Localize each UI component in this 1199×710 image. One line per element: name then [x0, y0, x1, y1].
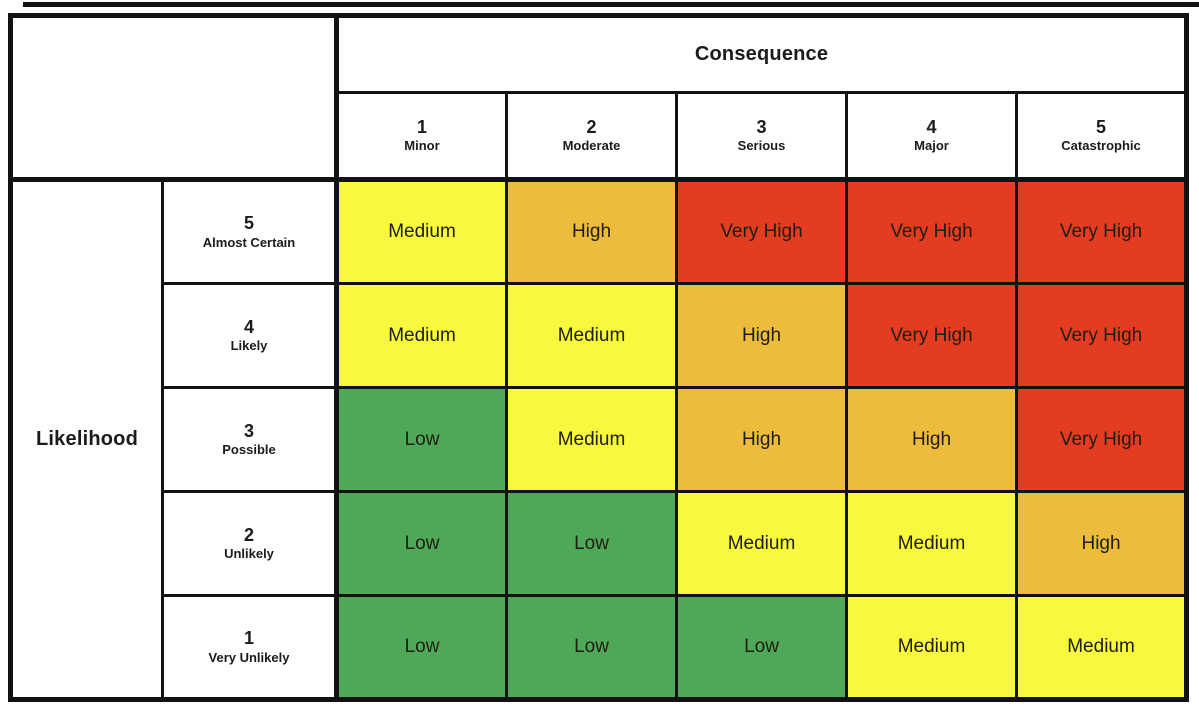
risk-cell: Medium: [505, 386, 678, 493]
risk-cell: Medium: [335, 178, 508, 285]
risk-matrix-table: Consequence 1 Minor 2 Moderate 3 Serious…: [8, 13, 1190, 702]
risk-cell: Medium: [845, 594, 1018, 701]
consequence-level-cell-5: 5 Catastrophic: [1014, 91, 1189, 182]
consequence-level-number: 5: [1096, 116, 1107, 137]
consequence-level-label: Moderate: [562, 138, 621, 154]
risk-cell: Very High: [675, 178, 848, 285]
consequence-level-number: 2: [586, 116, 597, 137]
likelihood-header-label: Likelihood: [36, 428, 138, 450]
likelihood-level-number: 4: [243, 316, 254, 337]
consequence-level-cell-1: 1 Minor: [335, 91, 508, 182]
risk-cell: High: [845, 386, 1018, 493]
consequence-header-cell: Consequence: [334, 14, 1189, 94]
risk-cell: Medium: [675, 490, 848, 597]
consequence-level-cell-2: 2 Moderate: [505, 91, 678, 182]
likelihood-level-cell-3: 3 Possible: [161, 386, 339, 493]
consequence-level-label: Catastrophic: [1061, 138, 1141, 154]
likelihood-level-number: 3: [243, 420, 254, 441]
consequence-level-number: 3: [756, 116, 767, 137]
risk-cell: Very High: [845, 178, 1018, 285]
risk-cell: Low: [675, 594, 848, 701]
likelihood-level-number: 2: [243, 524, 254, 545]
risk-cell: Very High: [1014, 178, 1189, 285]
consequence-header-label: Consequence: [694, 43, 829, 65]
risk-cell: Very High: [1014, 386, 1189, 493]
consequence-level-number: 1: [416, 116, 427, 137]
risk-cell: Low: [505, 490, 678, 597]
likelihood-level-cell-4: 4 Likely: [161, 282, 339, 389]
likelihood-level-number: 1: [243, 628, 254, 649]
risk-cell: High: [1014, 490, 1189, 597]
consequence-level-label: Minor: [404, 138, 440, 154]
consequence-level-cell-3: 3 Serious: [675, 91, 848, 182]
risk-cell: Very High: [845, 282, 1018, 389]
likelihood-level-label: Unlikely: [224, 546, 274, 562]
consequence-level-number: 4: [926, 116, 937, 137]
risk-cell: Low: [505, 594, 678, 701]
top-edge-line: [23, 2, 1199, 7]
likelihood-level-label: Almost Certain: [202, 234, 296, 250]
likelihood-level-label: Very Unlikely: [208, 649, 290, 665]
consequence-level-cell-4: 4 Major: [845, 91, 1018, 182]
consequence-level-label: Major: [914, 138, 949, 154]
likelihood-level-cell-5: 5 Almost Certain: [161, 178, 339, 285]
risk-cell: Medium: [845, 490, 1018, 597]
risk-cell: High: [675, 386, 848, 493]
likelihood-level-number: 5: [243, 213, 254, 234]
risk-cell: Medium: [505, 282, 678, 389]
risk-cell: Medium: [1014, 594, 1189, 701]
likelihood-level-label: Likely: [230, 338, 268, 354]
likelihood-level-cell-2: 2 Unlikely: [161, 490, 339, 597]
risk-cell: Low: [335, 386, 508, 493]
risk-cell: Low: [335, 490, 508, 597]
risk-cell: High: [505, 178, 678, 285]
risk-cell: Very High: [1014, 282, 1189, 389]
likelihood-level-label: Possible: [222, 442, 276, 458]
consequence-level-label: Serious: [737, 138, 786, 154]
corner-blank-cell: [9, 14, 339, 182]
likelihood-level-cell-1: 1 Very Unlikely: [161, 594, 339, 701]
risk-cell: Low: [335, 594, 508, 701]
risk-cell: High: [675, 282, 848, 389]
risk-cell: Medium: [335, 282, 508, 389]
likelihood-header-cell: Likelihood: [9, 178, 164, 701]
